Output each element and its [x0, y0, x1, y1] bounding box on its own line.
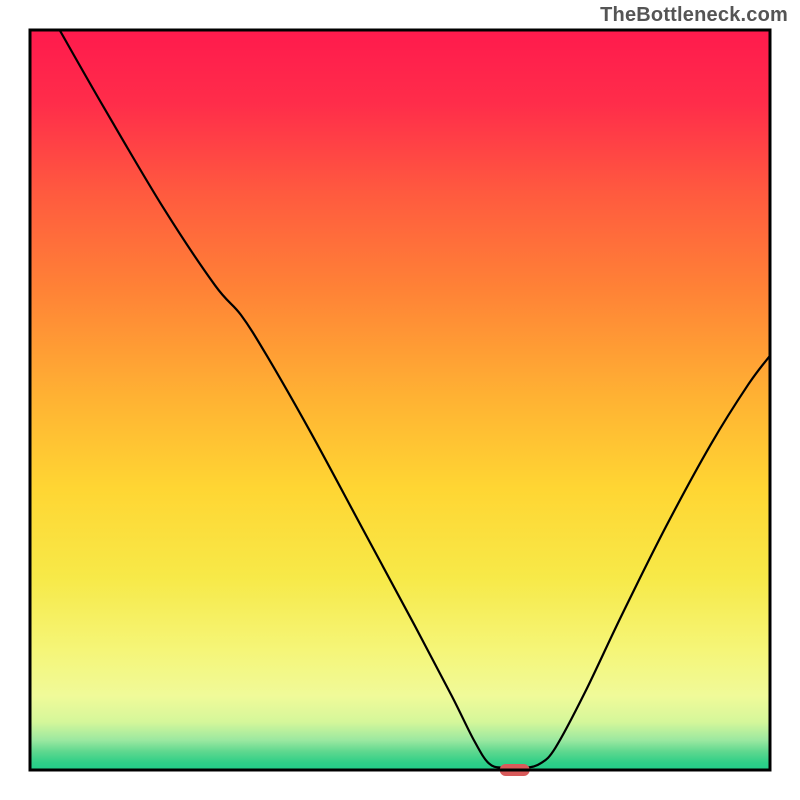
watermark-text: TheBottleneck.com — [600, 4, 788, 27]
bottleneck-chart — [0, 0, 800, 800]
plot-background — [30, 30, 770, 770]
chart-container: TheBottleneck.com — [0, 0, 800, 800]
